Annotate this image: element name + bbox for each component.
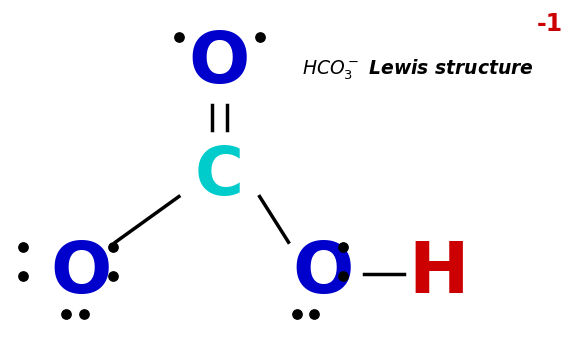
Point: [339, 245, 348, 250]
Text: O: O: [50, 239, 111, 308]
Point: [174, 34, 183, 40]
Point: [310, 311, 319, 317]
Point: [255, 34, 264, 40]
Text: O: O: [189, 29, 250, 98]
Point: [18, 245, 28, 250]
Point: [293, 311, 302, 317]
Text: H: H: [409, 239, 469, 308]
Point: [18, 273, 28, 278]
Point: [108, 245, 117, 250]
Text: -1: -1: [537, 12, 563, 36]
Point: [339, 273, 348, 278]
Text: C: C: [195, 143, 243, 208]
Point: [62, 311, 71, 317]
Text: O: O: [293, 239, 354, 308]
Point: [79, 311, 88, 317]
Text: $\mathit{HCO_3^-}$ Lewis structure: $\mathit{HCO_3^-}$ Lewis structure: [302, 58, 534, 82]
Point: [108, 273, 117, 278]
